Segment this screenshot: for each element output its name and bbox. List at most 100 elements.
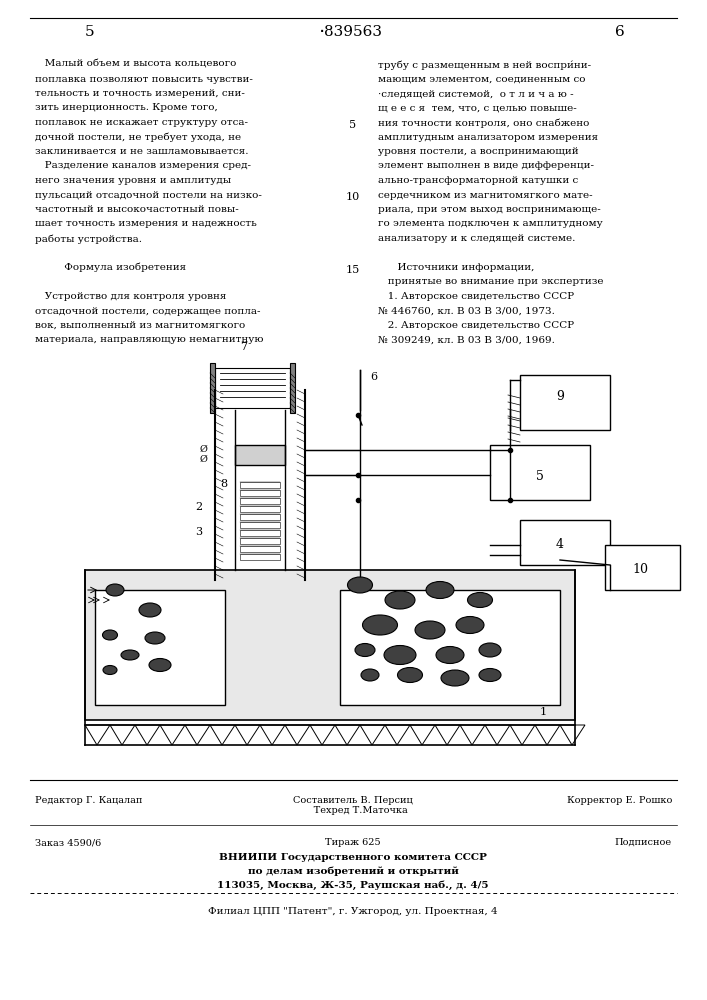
Text: 2. Авторское свидетельство СССР: 2. Авторское свидетельство СССР [378, 321, 574, 330]
Text: заклинивается и не зашламовывается.: заклинивается и не зашламовывается. [35, 147, 248, 156]
Polygon shape [285, 725, 310, 745]
Ellipse shape [441, 670, 469, 686]
Text: 4: 4 [556, 538, 564, 551]
Text: Заказ 4590/6: Заказ 4590/6 [35, 838, 101, 847]
Bar [605, 545, 680, 590]
Ellipse shape [121, 650, 139, 660]
Text: 9: 9 [556, 390, 564, 403]
Text: Ø: Ø [200, 455, 208, 464]
Text: отсадочной постели, содержащее попла-: отсадочной постели, содержащее попла- [35, 306, 260, 316]
Text: принятые во внимание при экспертизе: принятые во внимание при экспертизе [378, 277, 604, 286]
Polygon shape [360, 725, 385, 745]
Bar [340, 590, 560, 705]
Text: щ е е с я  тем, что, с целью повыше-: щ е е с я тем, что, с целью повыше- [378, 104, 577, 112]
Text: 8: 8 [220, 479, 227, 489]
Text: сердечником из магнитомягкого мате-: сердечником из магнитомягкого мате- [378, 190, 592, 200]
Text: 2: 2 [195, 502, 202, 512]
Text: него значения уровня и амплитуды: него значения уровня и амплитуды [35, 176, 231, 185]
Text: 1: 1 [540, 707, 547, 717]
Ellipse shape [467, 592, 493, 607]
Bar [240, 482, 280, 488]
Ellipse shape [479, 643, 501, 657]
Ellipse shape [103, 630, 117, 640]
Text: Редактор Г. Кацалап: Редактор Г. Кацалап [35, 796, 142, 805]
Text: 6: 6 [370, 372, 377, 382]
Text: материала, направляющую немагнитную: материала, направляющую немагнитную [35, 336, 264, 344]
Bar [240, 498, 280, 504]
Ellipse shape [145, 632, 165, 644]
Ellipse shape [415, 621, 445, 639]
Text: Источники информации,: Источники информации, [378, 263, 534, 272]
Polygon shape [560, 725, 585, 745]
Bar [235, 445, 285, 465]
Bar [240, 538, 280, 544]
Polygon shape [110, 725, 135, 745]
Text: Формула изобретения: Формула изобретения [35, 263, 186, 272]
Polygon shape [385, 725, 410, 745]
Polygon shape [235, 725, 260, 745]
Bar [240, 546, 280, 552]
Text: тельность и точность измерений, сни-: тельность и точность измерений, сни- [35, 89, 245, 98]
Polygon shape [210, 725, 235, 745]
Text: пульсаций отсадочной постели на низко-: пульсаций отсадочной постели на низко- [35, 190, 262, 200]
Bar [240, 506, 280, 512]
Bar [210, 363, 215, 413]
Text: 839563: 839563 [324, 25, 382, 39]
Ellipse shape [479, 668, 501, 682]
Ellipse shape [149, 658, 171, 672]
Polygon shape [535, 725, 560, 745]
Text: го элемента подключен к амплитудному: го элемента подключен к амплитудному [378, 220, 603, 229]
Text: ально-трансформаторной катушки с: ально-трансформаторной катушки с [378, 176, 578, 185]
Bar [240, 522, 280, 528]
Text: 5: 5 [85, 25, 95, 39]
Polygon shape [160, 725, 185, 745]
Text: зить инерционность. Кроме того,: зить инерционность. Кроме того, [35, 104, 218, 112]
Bar [520, 520, 610, 565]
Ellipse shape [436, 647, 464, 664]
Text: Филиал ЦПП "Патент", г. Ужгород, ул. Проектная, 4: Филиал ЦПП "Патент", г. Ужгород, ул. Про… [208, 907, 498, 916]
Text: Подписное: Подписное [615, 838, 672, 847]
Text: 10: 10 [346, 192, 360, 202]
Ellipse shape [456, 616, 484, 634]
Bar [290, 363, 295, 413]
Polygon shape [460, 725, 485, 745]
Text: ВНИИПИ Государственного комитета СССР: ВНИИПИ Государственного комитета СССР [219, 853, 487, 862]
Polygon shape [185, 725, 210, 745]
Text: Малый объем и высота кольцевого: Малый объем и высота кольцевого [35, 60, 236, 69]
Text: Составитель В. Персиц
     Техред Т.Маточка: Составитель В. Персиц Техред Т.Маточка [293, 796, 413, 815]
Text: уровня постели, а воспринимающий: уровня постели, а воспринимающий [378, 147, 578, 156]
Ellipse shape [106, 584, 124, 596]
Text: 1. Авторское свидетельство СССР: 1. Авторское свидетельство СССР [378, 292, 574, 301]
Polygon shape [510, 725, 535, 745]
Text: амплитудным анализатором измерения: амплитудным анализатором измерения [378, 132, 598, 141]
Text: анализатору и к следящей системе.: анализатору и к следящей системе. [378, 234, 575, 243]
Ellipse shape [384, 646, 416, 664]
Text: вок, выполненный из магнитомягкого: вок, выполненный из магнитомягкого [35, 321, 245, 330]
Text: Корректор Е. Рошко: Корректор Е. Рошко [566, 796, 672, 805]
Text: 7: 7 [240, 342, 247, 352]
Polygon shape [260, 725, 285, 745]
Text: трубу с размещенным в ней воспри́ни-: трубу с размещенным в ней воспри́ни- [378, 60, 591, 70]
Ellipse shape [103, 666, 117, 674]
Bar [240, 514, 280, 520]
Bar [215, 368, 290, 408]
Text: поплавка позволяют повысить чувстви-: поплавка позволяют повысить чувстви- [35, 75, 253, 84]
Bar [95, 590, 225, 705]
Text: Разделение каналов измерения сред-: Разделение каналов измерения сред- [35, 161, 251, 170]
Text: Ø: Ø [200, 445, 208, 454]
Text: 113035, Москва, Ж-35, Раушская наб., д. 4/5: 113035, Москва, Ж-35, Раушская наб., д. … [217, 880, 489, 890]
Polygon shape [410, 725, 435, 745]
Text: 6: 6 [615, 25, 625, 39]
Text: ния точности контроля, оно снабжено: ния точности контроля, оно снабжено [378, 118, 590, 127]
Ellipse shape [397, 668, 423, 682]
Ellipse shape [348, 577, 373, 593]
Text: 5: 5 [349, 120, 356, 130]
Text: 3: 3 [195, 527, 202, 537]
Polygon shape [335, 725, 360, 745]
Text: работы устройства.: работы устройства. [35, 234, 142, 243]
Ellipse shape [426, 582, 454, 598]
Bar [240, 490, 280, 496]
Text: поплавок не искажает структуру отса-: поплавок не искажает структуру отса- [35, 118, 248, 127]
Text: частотный и высокочастотный повы-: частотный и высокочастотный повы- [35, 205, 239, 214]
Text: мающим элементом, соединенным со: мающим элементом, соединенным со [378, 75, 585, 84]
